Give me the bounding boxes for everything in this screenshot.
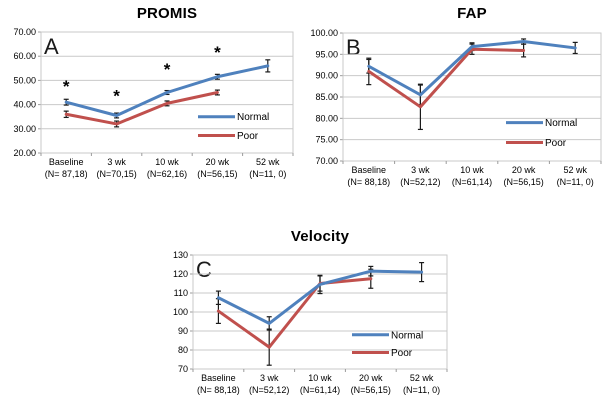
chart-title-fap: FAP: [457, 5, 487, 22]
svg-text:80.00: 80.00: [315, 113, 338, 123]
svg-text:10 wk: 10 wk: [308, 373, 332, 383]
plot-area-velocity: 70 80 90 100 110 120 130 Baseline (N= 88,18) 3 wk…: [173, 250, 448, 395]
svg-text:50.00: 50.00: [13, 75, 36, 85]
svg-text:Normal: Normal: [545, 118, 577, 129]
svg-text:10 wk: 10 wk: [460, 165, 484, 175]
svg-text:(N=52,12): (N=52,12): [249, 385, 289, 395]
svg-text:(N=61,14): (N=61,14): [300, 385, 340, 395]
chart-panel-promis: PROMIS A 20.00 30.00 40.00 50.00 60.00 70.00 B…: [0, 0, 300, 205]
svg-text:(N=61,14): (N=61,14): [452, 177, 492, 187]
svg-text:(N= 87,18): (N= 87,18): [45, 169, 88, 179]
svg-text:Normal: Normal: [391, 330, 423, 341]
svg-text:52 wk: 52 wk: [563, 165, 587, 175]
chart-title-velocity: Velocity: [290, 228, 350, 245]
svg-text:(N=56,15): (N=56,15): [503, 177, 543, 187]
svg-text:*: *: [164, 60, 171, 79]
svg-text:100.00: 100.00: [310, 28, 338, 38]
svg-text:*: *: [214, 43, 221, 62]
svg-text:*: *: [113, 87, 120, 106]
svg-text:3 wk: 3 wk: [260, 373, 279, 383]
svg-text:20 wk: 20 wk: [206, 157, 230, 167]
svg-text:(N=11, 0): (N=11, 0): [249, 169, 286, 179]
svg-text:20 wk: 20 wk: [359, 373, 383, 383]
svg-text:120: 120: [173, 269, 188, 279]
svg-text:70.00: 70.00: [13, 27, 36, 37]
svg-text:80: 80: [178, 345, 188, 355]
svg-text:40.00: 40.00: [13, 100, 36, 110]
svg-text:70: 70: [178, 364, 188, 374]
svg-text:Baseline: Baseline: [201, 373, 236, 383]
plot-area-fap: 70.00 75.00 80.00 85.00 90.00 95.00 100.00 Base…: [310, 28, 602, 187]
svg-text:20 wk: 20 wk: [512, 165, 536, 175]
plot-area-promis: 20.00 30.00 40.00 50.00 60.00 70.00 Baseline (N…: [13, 27, 294, 179]
svg-text:(N=62,16): (N=62,16): [147, 169, 187, 179]
svg-text:Poor: Poor: [545, 138, 567, 149]
svg-text:Baseline: Baseline: [49, 157, 84, 167]
chart-panel-velocity: Velocity C 70 80 90 100 110 120 130 Baseline (N=…: [150, 206, 460, 412]
panel-letter-a: A: [44, 34, 59, 59]
svg-text:52 wk: 52 wk: [256, 157, 280, 167]
svg-text:(N= 88,18): (N= 88,18): [197, 385, 240, 395]
svg-text:(N=52,12): (N=52,12): [400, 177, 440, 187]
svg-text:Normal: Normal: [237, 112, 269, 123]
svg-text:*: *: [63, 77, 70, 96]
svg-text:110: 110: [174, 288, 188, 298]
svg-text:(N=56,15): (N=56,15): [351, 385, 391, 395]
chart-title-promis: PROMIS: [136, 5, 198, 22]
svg-text:90.00: 90.00: [315, 71, 338, 81]
svg-text:100: 100: [173, 307, 188, 317]
svg-text:52 wk: 52 wk: [410, 373, 434, 383]
svg-text:Baseline: Baseline: [352, 165, 387, 175]
panel-letter-b: B: [346, 35, 361, 60]
chart-panel-fap: FAP B 70.00 75.00 80.00 85.00 90.00 95.00 100.…: [300, 0, 609, 205]
svg-text:Poor: Poor: [237, 131, 259, 142]
svg-text:(N= 88,18): (N= 88,18): [347, 177, 390, 187]
svg-text:60.00: 60.00: [13, 51, 36, 61]
svg-text:3 wk: 3 wk: [411, 165, 430, 175]
svg-text:(N=70,15): (N=70,15): [96, 169, 136, 179]
svg-text:130: 130: [173, 250, 188, 260]
svg-text:30.00: 30.00: [13, 124, 36, 134]
svg-text:(N=56,15): (N=56,15): [197, 169, 237, 179]
svg-text:20.00: 20.00: [13, 148, 36, 158]
svg-text:Poor: Poor: [391, 348, 413, 359]
svg-text:85.00: 85.00: [315, 92, 338, 102]
svg-text:(N=11, 0): (N=11, 0): [557, 177, 594, 187]
svg-text:75.00: 75.00: [315, 135, 338, 145]
svg-text:10 wk: 10 wk: [155, 157, 179, 167]
svg-text:3 wk: 3 wk: [107, 157, 126, 167]
svg-text:70.00: 70.00: [315, 156, 338, 166]
svg-text:95.00: 95.00: [315, 49, 338, 59]
panel-letter-c: C: [196, 257, 212, 282]
svg-text:(N=11, 0): (N=11, 0): [403, 385, 440, 395]
svg-text:90: 90: [178, 326, 188, 336]
